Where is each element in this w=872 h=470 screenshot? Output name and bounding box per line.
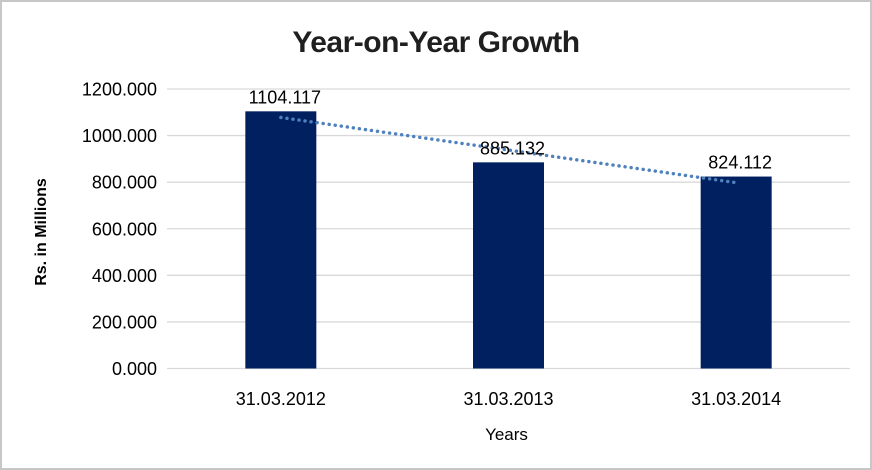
bar-data-label: 1104.117 — [249, 87, 321, 107]
trendline — [279, 115, 738, 185]
bar — [473, 162, 544, 369]
x-axis-title: Years — [485, 425, 528, 444]
x-category-label: 31.03.2014 — [691, 389, 781, 409]
bar-data-label: 885.132 — [480, 138, 545, 158]
y-axis-title: Rs. in Millions — [33, 178, 50, 286]
x-category-label: 31.03.2013 — [463, 389, 553, 409]
y-tick-label: 0.000 — [112, 359, 157, 379]
y-tick-label: 800.000 — [92, 173, 157, 193]
bar — [700, 176, 772, 369]
y-tick-label: 200.000 — [92, 312, 157, 332]
y-tick-label: 400.000 — [92, 266, 157, 286]
bar-data-label: 824.112 — [708, 153, 772, 173]
y-tick-label: 1000.000 — [82, 126, 157, 146]
x-category-label: 31.03.2012 — [236, 389, 326, 409]
bar — [245, 111, 317, 369]
y-tick-label: 1200.000 — [82, 80, 157, 100]
y-tick-label: 600.000 — [92, 219, 157, 239]
chart-title: Year-on-Year Growth — [292, 26, 580, 59]
